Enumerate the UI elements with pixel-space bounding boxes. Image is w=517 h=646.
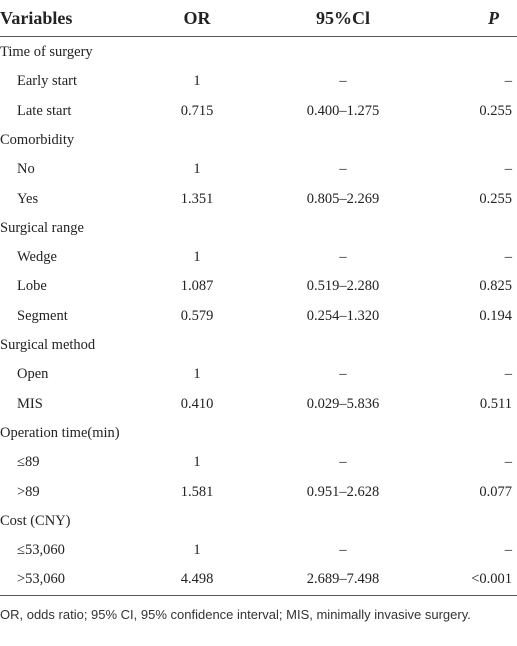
cell-value: 1.351 (180, 190, 214, 207)
cell-value: – (504, 73, 512, 90)
row-label: ≤53,060 (17, 542, 65, 559)
cell-value: – (339, 161, 347, 178)
row-label: Lobe (17, 278, 47, 295)
cell-value: 0.410 (180, 395, 214, 412)
cell-value: 1 (193, 454, 201, 471)
row-label: Early start (17, 73, 77, 90)
cell-value: 2.689–7.498 (306, 571, 380, 588)
footnote: OR, odds ratio; 95% CI, 95% confidence i… (0, 607, 471, 622)
group-label: Cost (CNY) (0, 512, 71, 529)
cell-value: – (504, 161, 512, 178)
cell-value: – (339, 366, 347, 383)
cell-value: 1 (193, 366, 201, 383)
cell-value: – (339, 249, 347, 266)
cell-value: 0.579 (180, 307, 214, 324)
group-label: Surgical method (0, 337, 96, 353)
cell-value: 0.951–2.628 (306, 483, 380, 500)
cell-value: 0.825 (479, 278, 512, 295)
cell-value: – (504, 454, 512, 471)
row-label: MIS (17, 395, 43, 412)
row-label: ≤89 (17, 454, 40, 471)
row-label: Yes (17, 190, 39, 207)
column-header: OR (183, 8, 211, 28)
header-rule (0, 36, 517, 37)
cell-value: 0.715 (180, 102, 214, 119)
row-label: Segment (17, 307, 68, 324)
cell-value: – (504, 249, 512, 266)
row-label: Open (17, 366, 49, 383)
cell-value: 0.077 (479, 483, 512, 500)
cell-value: 0.511 (479, 395, 512, 412)
row-label: Wedge (17, 249, 57, 266)
cell-value: 1.087 (180, 278, 214, 295)
cell-value: 0.254–1.320 (306, 307, 380, 324)
row-label: >89 (17, 483, 40, 500)
cell-value: 4.498 (180, 571, 214, 588)
cell-value: 0.255 (479, 190, 512, 207)
cell-value: 0.519–2.280 (306, 278, 380, 295)
cell-value: 1.581 (180, 483, 214, 500)
cell-value: – (339, 542, 347, 559)
cell-value: 1 (193, 161, 201, 178)
group-label: Operation time(min) (0, 424, 120, 441)
group-label: Time of surgery (0, 44, 93, 60)
cell-value: 1 (193, 249, 201, 266)
row-label: >53,060 (17, 571, 66, 588)
group-label: Surgical range (0, 219, 84, 236)
column-header: Variables (0, 8, 73, 28)
cell-value: – (339, 73, 347, 90)
cell-value: 0.029–5.836 (306, 395, 380, 412)
bottom-rule (0, 595, 517, 596)
cell-value: 1 (193, 542, 201, 559)
cell-value: 0.805–2.269 (306, 190, 380, 207)
group-label: Comorbidity (0, 131, 75, 148)
column-header: P (488, 8, 499, 28)
cell-value: <0.001 (471, 571, 512, 588)
row-label: No (17, 161, 35, 178)
cell-value: 0.255 (479, 102, 512, 119)
cell-value: – (504, 542, 512, 559)
row-label: Late start (17, 102, 72, 119)
cell-value: 1 (193, 73, 201, 90)
cell-value: – (504, 366, 512, 383)
column-header: 95%Cl (316, 8, 370, 28)
cell-value: 0.400–1.275 (306, 102, 380, 119)
cell-value: 0.194 (479, 307, 512, 324)
cell-value: – (339, 454, 347, 471)
